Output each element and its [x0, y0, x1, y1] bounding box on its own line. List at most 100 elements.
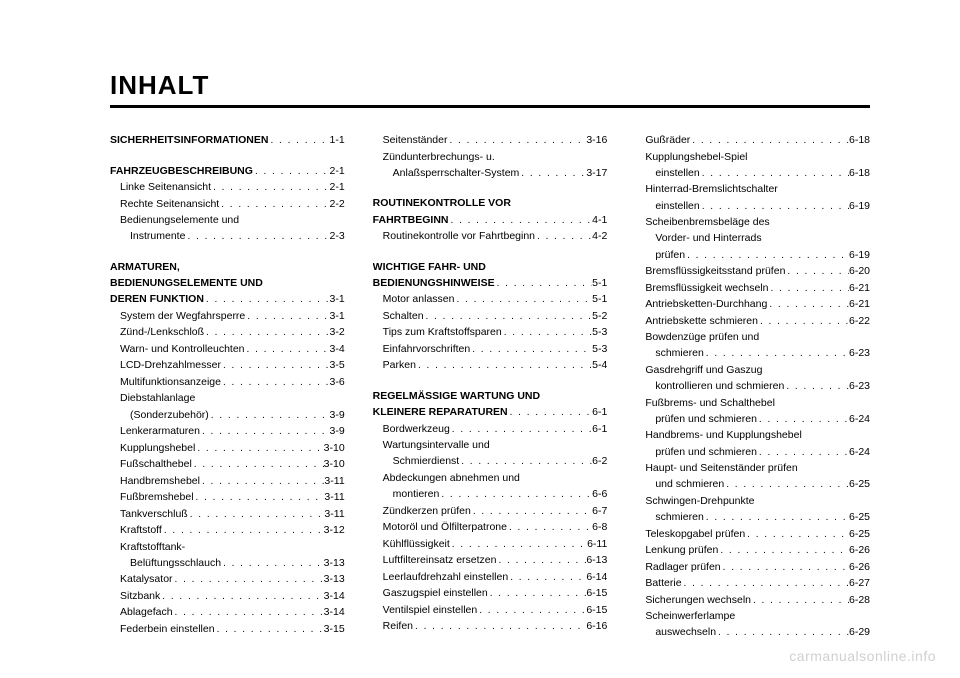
toc-label: REGELMÄSSIGE WARTUNG UND: [373, 388, 540, 404]
toc-entry: Zünd-/Lenkschloß . . . . . . . . . . . .…: [110, 324, 345, 341]
toc-label: prüfen und schmieren: [655, 411, 757, 427]
toc-page: 6-15: [586, 602, 607, 618]
toc-label: Gußräder: [645, 132, 690, 148]
toc-entry: Rechte Seitenansicht . . . . . . . . . .…: [110, 196, 345, 213]
toc-page: 6-25: [849, 526, 870, 542]
toc-label: Anlaßsperrschalter-System: [393, 165, 520, 181]
toc-page: 6-11: [587, 536, 607, 552]
toc-leader: . . . . . . . . . . . . . . . . . . . . …: [268, 133, 329, 149]
toc-entry: Katalysator . . . . . . . . . . . . . . …: [110, 571, 345, 588]
toc-entry: Multifunktionsanzeige . . . . . . . . . …: [110, 374, 345, 391]
toc-leader: . . . . . . . . . . . . . . . . . . . . …: [768, 281, 849, 297]
toc-leader: . . . . . . . . . . . . . . . . . . . . …: [704, 510, 849, 526]
toc-entry: Kraftstoff . . . . . . . . . . . . . . .…: [110, 522, 345, 539]
page-title: INHALT: [110, 70, 209, 101]
toc-label: FAHRZEUGBESCHREIBUNG: [110, 163, 253, 179]
toc-label: Zündunterbrechungs- u.: [383, 149, 495, 165]
toc-page: 5-1: [592, 291, 607, 307]
toc-label: Wartungsintervalle und: [383, 437, 490, 453]
toc-label: montieren: [393, 486, 440, 502]
toc-label: Diebstahlanlage: [120, 390, 195, 406]
toc-label: auswechseln: [655, 624, 716, 640]
toc-entry: Antriebsketten-Durchhang . . . . . . . .…: [635, 296, 870, 313]
toc-page: 3-9: [329, 407, 344, 423]
toc-entry: Kraftstofftank-: [110, 539, 345, 555]
toc-label: einstellen: [655, 198, 699, 214]
toc-label: SICHERHEITSINFORMATIONEN: [110, 132, 268, 148]
toc-page: 6-23: [849, 378, 870, 394]
toc-label: Batterie: [645, 575, 681, 591]
toc-page: 2-3: [329, 228, 344, 244]
toc-label: Radlager prüfen: [645, 559, 720, 575]
toc-entry: einstellen . . . . . . . . . . . . . . .…: [635, 198, 870, 215]
toc-leader: . . . . . . . . . . . . . . . . . . . . …: [204, 292, 330, 308]
toc-page: 3-17: [586, 165, 607, 181]
toc-entry: Instrumente . . . . . . . . . . . . . . …: [110, 228, 345, 245]
toc-label: Bordwerkzeug: [383, 421, 450, 437]
toc-entry: Luftfiltereinsatz ersetzen . . . . . . .…: [373, 552, 608, 569]
toc-entry: Wartungsintervalle und: [373, 437, 608, 453]
toc-leader: . . . . . . . . . . . . . . . . . . . . …: [245, 342, 330, 358]
toc-entry: Belüftungsschlauch . . . . . . . . . . .…: [110, 555, 345, 572]
toc-page: 6-21: [849, 280, 870, 296]
toc-page: 6-23: [849, 345, 870, 361]
toc-label: Warn- und Kontrolleuchten: [120, 341, 245, 357]
toc-label: einstellen: [655, 165, 699, 181]
toc-label: Kupplungshebel-Spiel: [645, 149, 747, 165]
toc-entry: auswechseln . . . . . . . . . . . . . . …: [635, 624, 870, 641]
toc-entry: prüfen und schmieren . . . . . . . . . .…: [635, 444, 870, 461]
toc-page: 3-5: [329, 357, 344, 373]
toc-label: Lenkerarmaturen: [120, 423, 200, 439]
toc-page: 3-1: [329, 308, 344, 324]
toc-entry: Abdeckungen abnehmen und: [373, 470, 608, 486]
toc-leader: . . . . . . . . . . . . . . . . . . . . …: [188, 507, 325, 523]
toc-entry: System der Wegfahrsperre . . . . . . . .…: [110, 308, 345, 325]
toc-label: Sicherungen wechseln: [645, 592, 751, 608]
toc-label: Kraftstoff: [120, 522, 162, 538]
toc-leader: . . . . . . . . . . . . . . . . . . . . …: [718, 543, 849, 559]
toc-label: Abdeckungen abnehmen und: [383, 470, 520, 486]
toc-page: 6-25: [849, 509, 870, 525]
toc-page: 6-18: [849, 165, 870, 181]
toc-label: ROUTINEKONTROLLE VOR: [373, 195, 511, 211]
toc-gap: [110, 149, 345, 163]
toc-label: Gasdrehgriff und Gaszug: [645, 362, 762, 378]
toc-leader: . . . . . . . . . . . . . . . . . . . . …: [424, 309, 593, 325]
toc-entry: WICHTIGE FAHR- UND: [373, 259, 608, 275]
toc-label: Fußbrems- und Schalthebel: [645, 395, 775, 411]
toc-page: 6-13: [586, 552, 607, 568]
toc-page: 6-2: [592, 453, 607, 469]
toc-leader: . . . . . . . . . . . . . . . . . . . . …: [704, 346, 849, 362]
toc-label: Zündkerzen prüfen: [383, 503, 471, 519]
toc-entry: Schmierdienst . . . . . . . . . . . . . …: [373, 453, 608, 470]
toc-page: 6-8: [592, 519, 607, 535]
toc-entry: Schalten . . . . . . . . . . . . . . . .…: [373, 308, 608, 325]
toc-entry: Diebstahlanlage: [110, 390, 345, 406]
toc-entry: kontrollieren und schmieren . . . . . . …: [635, 378, 870, 395]
toc-entry: Motor anlassen . . . . . . . . . . . . .…: [373, 291, 608, 308]
toc-label: System der Wegfahrsperre: [120, 308, 245, 324]
toc-leader: . . . . . . . . . . . . . . . . . . . . …: [215, 622, 324, 638]
toc-entry: Seitenständer . . . . . . . . . . . . . …: [373, 132, 608, 149]
toc-leader: . . . . . . . . . . . . . . . . . . . . …: [508, 405, 593, 421]
toc-label: prüfen und schmieren: [655, 444, 757, 460]
toc-label: BEDIENUNGSELEMENTE UND: [110, 275, 263, 291]
toc-label: (Sonderzubehör): [130, 407, 209, 423]
toc-gap: [373, 374, 608, 388]
toc-entry: ROUTINEKONTROLLE VOR: [373, 195, 608, 211]
toc-column-1: SICHERHEITSINFORMATIONEN . . . . . . . .…: [110, 132, 345, 641]
toc-columns: SICHERHEITSINFORMATIONEN . . . . . . . .…: [110, 132, 870, 641]
toc-label: Bowdenzüge prüfen und: [645, 329, 759, 345]
toc-leader: . . . . . . . . . . . . . . . . . . . . …: [757, 445, 849, 461]
toc-page: 6-7: [592, 503, 607, 519]
toc-page: 6-14: [586, 569, 607, 585]
toc-entry: Bordwerkzeug . . . . . . . . . . . . . .…: [373, 421, 608, 438]
toc-entry: schmieren . . . . . . . . . . . . . . . …: [635, 345, 870, 362]
toc-page: 3-10: [324, 440, 345, 456]
toc-entry: Sitzbank . . . . . . . . . . . . . . . .…: [110, 588, 345, 605]
toc-entry: Routinekontrolle vor Fahrtbeginn . . . .…: [373, 228, 608, 245]
toc-leader: . . . . . . . . . . . . . . . . . . . . …: [495, 276, 593, 292]
toc-entry: Kupplungshebel . . . . . . . . . . . . .…: [110, 440, 345, 457]
toc-label: Tips zum Kraftstoffsparen: [383, 324, 502, 340]
toc-label: FAHRTBEGINN: [373, 212, 449, 228]
